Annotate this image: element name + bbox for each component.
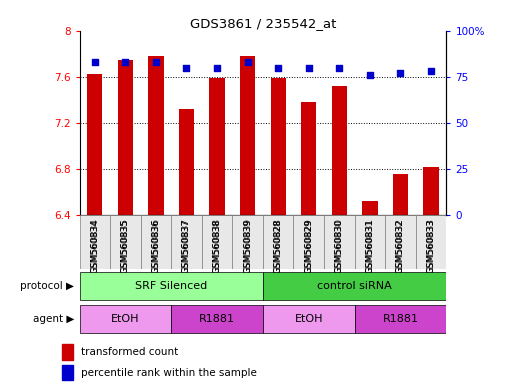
Point — [91, 59, 99, 65]
Text: agent ▶: agent ▶ — [33, 314, 74, 324]
Bar — [324, 215, 354, 269]
Text: SRF Silenced: SRF Silenced — [135, 281, 207, 291]
Title: GDS3861 / 235542_at: GDS3861 / 235542_at — [190, 17, 336, 30]
Bar — [416, 215, 446, 269]
Bar — [301, 102, 317, 215]
Bar — [263, 272, 446, 300]
Bar — [293, 215, 324, 269]
Bar — [179, 109, 194, 215]
Text: GSM560830: GSM560830 — [335, 219, 344, 274]
Text: GSM560835: GSM560835 — [121, 218, 130, 273]
Bar — [202, 215, 232, 269]
Point — [152, 59, 160, 65]
Bar — [423, 167, 439, 215]
Bar — [263, 215, 293, 269]
Point — [305, 65, 313, 71]
Text: GSM560838: GSM560838 — [212, 219, 222, 274]
Point — [213, 65, 221, 71]
Text: GSM560831: GSM560831 — [365, 218, 374, 273]
Bar — [62, 365, 73, 381]
Text: transformed count: transformed count — [82, 347, 179, 357]
Text: GSM560832: GSM560832 — [396, 219, 405, 274]
Text: GSM560836: GSM560836 — [151, 219, 161, 274]
Bar — [393, 174, 408, 215]
Bar — [332, 86, 347, 215]
Bar — [87, 74, 103, 215]
Text: GSM560828: GSM560828 — [274, 219, 283, 274]
Text: GSM560830: GSM560830 — [335, 218, 344, 273]
Text: GSM560835: GSM560835 — [121, 219, 130, 274]
Bar — [80, 272, 263, 300]
Bar — [354, 305, 446, 333]
Bar — [362, 201, 378, 215]
Bar — [232, 215, 263, 269]
Bar — [270, 78, 286, 215]
Bar — [171, 305, 263, 333]
Point — [397, 70, 405, 76]
Bar — [354, 215, 385, 269]
Point — [121, 59, 129, 65]
Point — [274, 65, 282, 71]
Text: GSM560832: GSM560832 — [396, 218, 405, 273]
Bar — [240, 56, 255, 215]
Bar — [209, 78, 225, 215]
Text: GSM560836: GSM560836 — [151, 218, 161, 273]
Bar — [80, 215, 110, 269]
Text: R1881: R1881 — [199, 314, 235, 324]
Text: GSM560829: GSM560829 — [304, 219, 313, 274]
Text: GSM560833: GSM560833 — [426, 219, 436, 274]
Text: GSM560837: GSM560837 — [182, 219, 191, 274]
Text: R1881: R1881 — [383, 314, 419, 324]
Point — [366, 72, 374, 78]
Point — [183, 65, 191, 71]
Point — [335, 65, 343, 71]
Bar — [148, 56, 164, 215]
Text: GSM560828: GSM560828 — [274, 218, 283, 273]
Point — [244, 59, 252, 65]
Bar — [171, 215, 202, 269]
Text: control siRNA: control siRNA — [317, 281, 392, 291]
Text: GSM560831: GSM560831 — [365, 219, 374, 274]
Bar — [117, 60, 133, 215]
Text: GSM560838: GSM560838 — [212, 218, 222, 273]
Bar — [80, 305, 171, 333]
Text: GSM560834: GSM560834 — [90, 219, 100, 274]
Text: GSM560829: GSM560829 — [304, 218, 313, 273]
Bar — [141, 215, 171, 269]
Point — [427, 68, 435, 74]
Text: GSM560834: GSM560834 — [90, 218, 100, 273]
Text: GSM560833: GSM560833 — [426, 218, 436, 273]
Text: GSM560839: GSM560839 — [243, 219, 252, 274]
Text: protocol ▶: protocol ▶ — [21, 281, 74, 291]
Text: EtOH: EtOH — [294, 314, 323, 324]
Text: GSM560839: GSM560839 — [243, 218, 252, 273]
Bar — [263, 305, 354, 333]
Text: GSM560837: GSM560837 — [182, 218, 191, 273]
Bar — [385, 215, 416, 269]
Bar — [110, 215, 141, 269]
Text: percentile rank within the sample: percentile rank within the sample — [82, 368, 257, 378]
Text: EtOH: EtOH — [111, 314, 140, 324]
Bar — [62, 344, 73, 360]
